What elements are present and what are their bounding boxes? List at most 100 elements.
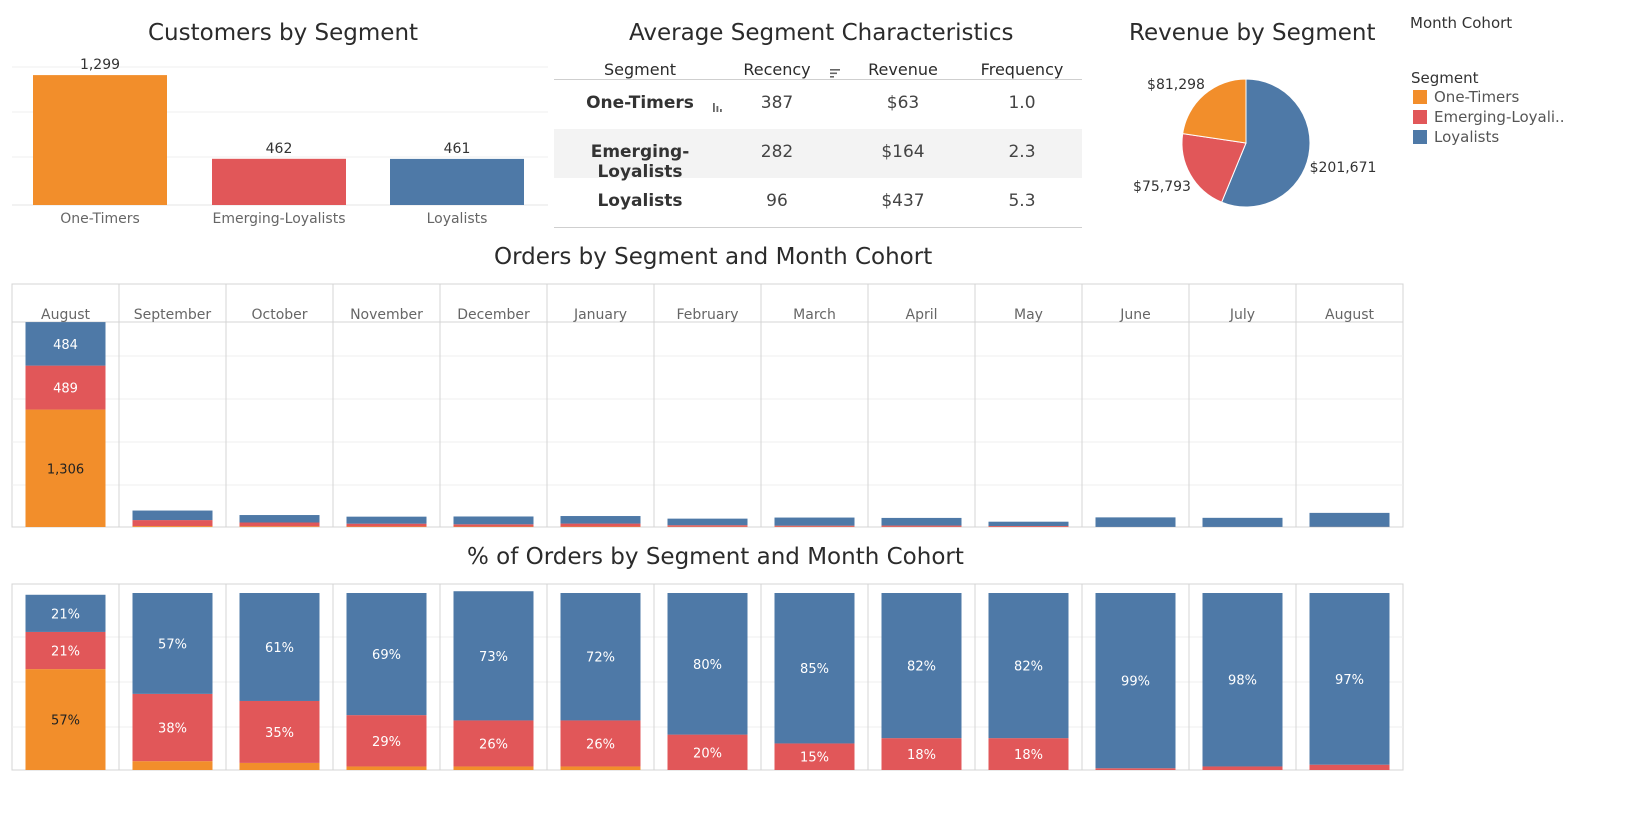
legend-label: One-Timers	[1434, 88, 1520, 106]
bar-data-label: 85%	[800, 662, 829, 677]
sort-by-bars-icon[interactable]	[713, 98, 725, 112]
legend-month-cohort-title: Month Cohort	[1410, 14, 1513, 32]
bar-segment-loyalists	[453, 516, 534, 525]
bar-segment-emerging-loyalists	[881, 738, 962, 770]
pie-slice-loyalists	[1220, 78, 1311, 208]
table-header-revenue: Revenue	[868, 60, 938, 79]
bar-segment-loyalists	[239, 593, 320, 701]
bar-segment-emerging-loyalists	[453, 524, 534, 527]
bar-segment-loyalists	[667, 593, 748, 735]
bar-segment-emerging-loyalists	[667, 525, 748, 527]
bar-segment-emerging-loyalists	[774, 743, 855, 770]
cohort-month-label: January	[573, 307, 627, 323]
bar-value-label: 461	[444, 141, 471, 157]
table-rule	[554, 79, 1082, 80]
bar-value-label: 462	[266, 141, 293, 157]
bar-segment-one-timers	[132, 526, 213, 527]
orders-by-cohort-chart: August 1,306 489 484 September October Novembe…	[11, 283, 1404, 528]
table-cell-revenue: $164	[881, 142, 925, 162]
table-segment-name: Emerging-Loyalists	[590, 142, 690, 182]
bar-data-label: 26%	[586, 737, 615, 752]
bar-segment-emerging-loyalists	[346, 523, 427, 527]
bar-data-label: 57%	[51, 714, 80, 729]
legend-item-loyalists[interactable]: Loyalists	[1413, 128, 1499, 146]
bar-segment-loyalists	[1309, 593, 1390, 765]
bar-segment-emerging-loyalists	[1095, 768, 1176, 770]
bar-data-label: 82%	[907, 660, 936, 675]
bar-segment-loyalists	[239, 515, 320, 523]
table-header-frequency: Frequency	[980, 60, 1064, 79]
bar-segment-one-timers	[25, 669, 106, 770]
legend-swatch-one-timers	[1413, 90, 1427, 104]
bar-data-label: 80%	[693, 658, 722, 673]
legend-swatch-emerging-loyalists	[1413, 110, 1427, 124]
bar-segment-loyalists	[988, 593, 1069, 739]
bar-segment-loyalists	[1095, 517, 1176, 527]
bar-data-label: 29%	[372, 735, 401, 750]
bar-segment-loyalists	[560, 516, 641, 524]
pie-slice-emerging-loyalists	[1181, 133, 1247, 203]
legend-segment-title: Segment	[1411, 69, 1479, 87]
bar-segment-loyalists	[774, 593, 855, 744]
bar-segment-emerging-loyalists	[132, 693, 213, 762]
customers-chart-title: Customers by Segment	[148, 20, 419, 46]
legend-swatch-loyalists	[1413, 130, 1427, 144]
bar-segment-loyalists	[1202, 593, 1283, 767]
bar-data-label: 69%	[372, 648, 401, 663]
bar-data-label: 97%	[1335, 673, 1364, 688]
bar-segment-loyalists	[1202, 517, 1283, 527]
bar-segment-emerging-loyalists	[774, 525, 855, 527]
legend-item-one-timers[interactable]: One-Timers	[1413, 88, 1519, 106]
pct-orders-chart-title: % of Orders by Segment and Month Cohort	[467, 544, 964, 570]
pie-slice-one-timers	[1182, 78, 1247, 144]
bar-segment-one-timers	[560, 766, 641, 770]
bar-segment-emerging-loyalists	[25, 631, 106, 670]
table-cell-recency: 282	[760, 142, 794, 162]
bar-segment-emerging-loyalists	[1202, 766, 1283, 770]
cohort-month-label: August	[41, 307, 91, 323]
table-cell-recency: 387	[760, 93, 794, 113]
bar-segment-loyalists	[774, 517, 855, 526]
bar-segment-emerging-loyalists	[453, 720, 534, 767]
cohort-month-label: March	[793, 307, 836, 323]
bar-segment-loyalists	[132, 510, 213, 521]
cohort-month-label: April	[906, 307, 938, 323]
bar-data-label: 484	[53, 338, 78, 353]
bar-segment-one-timers	[132, 761, 213, 770]
bar-segment-one-timers	[453, 766, 534, 770]
bar-segment-loyalists	[1095, 593, 1176, 769]
legend-item-emerging-loyalists[interactable]: Emerging-Loyali..	[1413, 108, 1565, 126]
bar-data-label: 98%	[1228, 674, 1257, 689]
bar-segment-loyalists	[1309, 512, 1390, 527]
bar-segment-one-timers	[346, 526, 427, 527]
sort-icon[interactable]	[830, 64, 842, 78]
bar-segment-loyalists	[988, 521, 1069, 527]
cohort-month-label: May	[1014, 307, 1043, 323]
cohort-month-label: August	[1325, 307, 1375, 323]
bar-data-label: 18%	[1014, 748, 1043, 763]
bar-segment-loyalists	[453, 591, 534, 721]
bar-data-label: 73%	[479, 650, 508, 665]
bar-segment-loyalists	[667, 518, 748, 526]
bar-segment-one-timers	[239, 526, 320, 527]
bar-segment-emerging-loyalists	[560, 720, 641, 767]
bar-data-label: 21%	[51, 607, 80, 622]
bar-data-label: 61%	[265, 641, 294, 656]
pie-title: Revenue by Segment	[1129, 20, 1376, 46]
bar-segment-emerging-loyalists	[239, 700, 320, 763]
bar-segment-emerging-loyalists	[346, 715, 427, 767]
bar-segment-emerging-loyalists	[988, 526, 1069, 527]
table-segment-name: One-Timers	[586, 93, 694, 113]
table-header-segment: Segment	[604, 60, 676, 79]
cohort-month-label: December	[457, 307, 530, 323]
bar-data-label: 21%	[51, 645, 80, 660]
bar-data-label: 1,306	[47, 462, 84, 477]
bar-data-label: 38%	[158, 722, 187, 737]
bar-data-label: 35%	[265, 726, 294, 741]
table-cell-revenue: $437	[881, 191, 925, 211]
table-cell-frequency: 2.3	[1008, 142, 1036, 162]
table-row-band	[554, 129, 1082, 178]
table-rule	[554, 227, 1082, 228]
bar-segment-emerging-loyalists	[988, 738, 1069, 770]
bar-segment-emerging-loyalists	[239, 522, 320, 527]
